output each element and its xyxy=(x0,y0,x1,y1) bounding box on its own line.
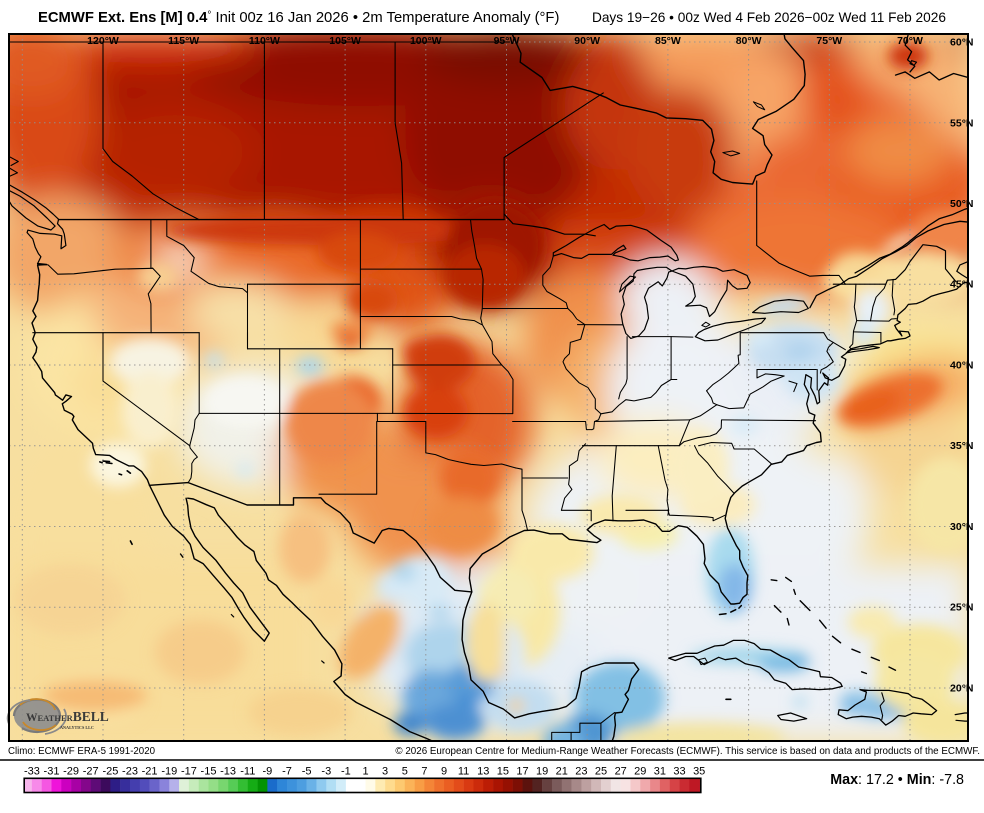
svg-text:Climo: ECMWF ERA-5 1991-2020: Climo: ECMWF ERA-5 1991-2020 xyxy=(8,746,156,757)
svg-text:-7: -7 xyxy=(282,766,292,778)
svg-text:11: 11 xyxy=(458,766,469,778)
svg-text:-29: -29 xyxy=(63,766,79,778)
svg-text:27: 27 xyxy=(615,766,627,778)
svg-text:25°N: 25°N xyxy=(950,602,973,614)
svg-text:80°W: 80°W xyxy=(736,35,762,47)
svg-text:WEATHERBELL: WEATHERBELL xyxy=(26,709,109,724)
svg-text:© 2026 European Centre for Med: © 2026 European Centre for Medium-Range … xyxy=(395,746,980,757)
svg-text:-13: -13 xyxy=(220,766,236,778)
svg-text:-23: -23 xyxy=(122,766,138,778)
svg-text:85°W: 85°W xyxy=(655,35,681,47)
svg-text:19: 19 xyxy=(536,766,548,778)
svg-text:-15: -15 xyxy=(201,766,217,778)
svg-text:-33: -33 xyxy=(24,766,40,778)
svg-text:100°W: 100°W xyxy=(410,35,442,47)
svg-text:75°W: 75°W xyxy=(816,35,842,47)
svg-text:-25: -25 xyxy=(102,766,118,778)
svg-text:95°W: 95°W xyxy=(494,35,520,47)
svg-text:9: 9 xyxy=(441,766,447,778)
svg-text:-19: -19 xyxy=(161,766,177,778)
svg-text:Days 19−26 • 00z Wed 4 Feb 202: Days 19−26 • 00z Wed 4 Feb 2026−00z Wed … xyxy=(592,10,946,25)
svg-text:120°W: 120°W xyxy=(87,35,119,47)
svg-text:-17: -17 xyxy=(181,766,197,778)
svg-text:105°W: 105°W xyxy=(329,35,361,47)
svg-text:-5: -5 xyxy=(302,766,312,778)
svg-text:5: 5 xyxy=(402,766,408,778)
svg-text:3: 3 xyxy=(382,766,388,778)
svg-text:115°W: 115°W xyxy=(168,35,199,47)
svg-text:ECMWF Ext. Ens [M] 0.4° Init: ECMWF Ext. Ens [M] 0.4° Init 00z 16 Jan … xyxy=(38,10,559,26)
svg-text:15: 15 xyxy=(497,766,509,778)
svg-text:Max: 17.2 • Min: -7.8: Max: 17.2 • Min: -7.8 xyxy=(830,772,964,788)
svg-text:ANALYTICS LLC: ANALYTICS LLC xyxy=(60,725,94,730)
svg-text:23: 23 xyxy=(575,766,587,778)
svg-text:7: 7 xyxy=(421,766,427,778)
svg-text:60°N: 60°N xyxy=(950,37,973,49)
svg-text:-21: -21 xyxy=(142,766,158,778)
svg-text:-31: -31 xyxy=(44,766,60,778)
svg-text:-11: -11 xyxy=(240,766,255,778)
svg-text:33: 33 xyxy=(673,766,685,778)
svg-text:21: 21 xyxy=(556,766,568,778)
svg-text:35°N: 35°N xyxy=(950,440,973,452)
svg-text:50°N: 50°N xyxy=(950,198,973,210)
svg-text:-27: -27 xyxy=(83,766,99,778)
svg-text:-1: -1 xyxy=(341,766,351,778)
svg-text:90°W: 90°W xyxy=(574,35,600,47)
svg-text:45°N: 45°N xyxy=(950,279,973,291)
svg-text:31: 31 xyxy=(654,766,666,778)
svg-text:29: 29 xyxy=(634,766,646,778)
svg-text:110°W: 110°W xyxy=(249,35,280,47)
svg-text:-9: -9 xyxy=(263,766,273,778)
svg-text:17: 17 xyxy=(516,766,528,778)
svg-text:55°N: 55°N xyxy=(950,117,973,129)
svg-text:1: 1 xyxy=(362,766,368,778)
svg-text:40°N: 40°N xyxy=(950,360,973,372)
svg-text:20°N: 20°N xyxy=(950,683,973,695)
svg-text:35: 35 xyxy=(693,766,705,778)
svg-text:25: 25 xyxy=(595,766,607,778)
svg-text:13: 13 xyxy=(477,766,489,778)
svg-text:70°W: 70°W xyxy=(897,35,923,47)
svg-text:30°N: 30°N xyxy=(950,521,973,533)
svg-text:-3: -3 xyxy=(321,766,331,778)
